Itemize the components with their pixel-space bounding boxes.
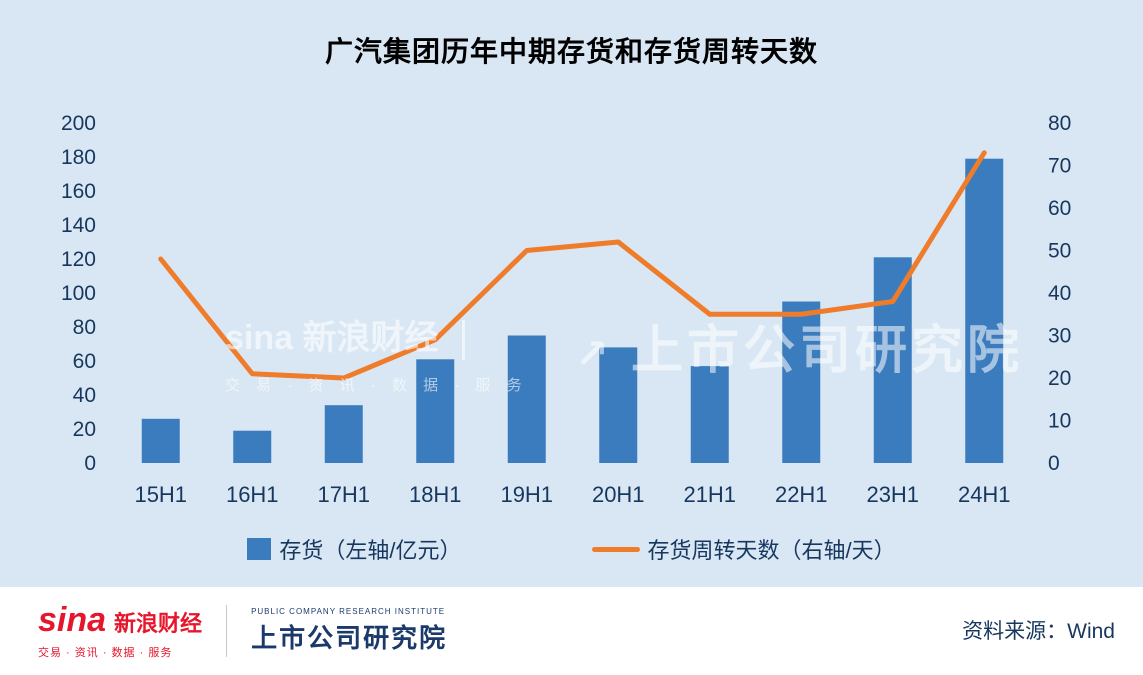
axis-tick-label: 80 <box>73 316 96 339</box>
legend-item-line: 存货周转天数（右轴/天） <box>591 533 896 565</box>
bar-23H1 <box>873 257 912 463</box>
axis-tick-label: 100 <box>61 282 96 305</box>
axis-tick-label: 0 <box>1048 452 1060 475</box>
bar-20H1 <box>599 347 638 463</box>
axis-tick-label: 40 <box>1048 282 1071 305</box>
axis-tick-label: 40 <box>73 384 96 407</box>
axis-tick-label: 50 <box>1048 240 1071 263</box>
axis-tick-label: 22H1 <box>775 482 828 507</box>
institute-subtitle: PUBLIC COMPANY RESEARCH INSTITUTE <box>251 607 446 616</box>
legend-bar-label: 存货（左轴/亿元） <box>279 538 462 563</box>
axis-tick-label: 120 <box>61 248 96 271</box>
axis-tick-label: 20 <box>73 418 96 441</box>
line-series <box>158 150 987 381</box>
bar-21H1 <box>690 366 729 463</box>
bar-24H1 <box>965 158 1004 463</box>
bar-swatch-icon <box>247 538 272 560</box>
sina-finance-label: 新浪财经 <box>114 610 203 636</box>
bar-16H1 <box>233 430 272 463</box>
axis-tick-label: 60 <box>73 350 96 373</box>
data-source: 资料来源：Wind <box>962 620 1115 643</box>
axis-tick-label: 21H1 <box>683 482 736 507</box>
institute-name: 上市公司研究院 <box>251 623 448 653</box>
axis-tick-label: 17H1 <box>317 482 370 507</box>
axis-tick-label: 0 <box>84 452 96 475</box>
combo-chart: 0 20 40 60 80 100 120 140 160 180 200 0 10 20 30 40 50 60… <box>61 112 1071 507</box>
axis-tick-label: 19H1 <box>500 482 553 507</box>
legend-item-bar: 存货（左轴/亿元） <box>247 533 462 565</box>
legend-line-label: 存货周转天数（右轴/天） <box>647 538 896 563</box>
institute-block: PUBLIC COMPANY RESEARCH INSTITUTE 上市公司研究… <box>251 607 447 655</box>
axis-tick-label: 20 <box>1048 367 1071 390</box>
sina-tagline: 交易 · 资讯 · 数据 · 服务 <box>38 646 173 659</box>
axis-tick-label: 70 <box>1048 155 1071 178</box>
axis-tick-label: 80 <box>1048 112 1071 135</box>
axis-tick-label: 16H1 <box>226 482 279 507</box>
axis-tick-label: 200 <box>61 112 96 135</box>
bar-17H1 <box>324 405 363 463</box>
axis-tick-label: 23H1 <box>866 482 919 507</box>
footer-divider <box>226 605 228 657</box>
axis-tick-label: 30 <box>1048 325 1071 348</box>
axis-tick-label: 10 <box>1048 410 1071 433</box>
sina-logo-block: sina 新浪财经 交易 · 资讯 · 数据 · 服务 <box>38 603 202 660</box>
footer: sina 新浪财经 交易 · 资讯 · 数据 · 服务 PUBLIC COMPA… <box>0 587 1143 675</box>
bar-18H1 <box>416 359 455 463</box>
axis-tick-label: 60 <box>1048 197 1071 220</box>
axis-tick-label: 180 <box>61 146 96 169</box>
axis-tick-label: 20H1 <box>592 482 645 507</box>
line-swatch-icon <box>591 546 640 552</box>
chart-title: 广汽集团历年中期存货和存货周转天数 <box>324 36 818 67</box>
bar-22H1 <box>782 301 821 463</box>
legend: 存货（左轴/亿元） 存货周转天数（右轴/天） <box>0 533 1143 565</box>
axis-tick-label: 160 <box>61 180 96 203</box>
axis-tick-label: 140 <box>61 214 96 237</box>
axis-tick-label: 18H1 <box>409 482 462 507</box>
bar-19H1 <box>507 335 546 463</box>
axis-tick-label: 15H1 <box>134 482 187 507</box>
axis-tick-label: 24H1 <box>958 482 1011 507</box>
bar-15H1 <box>141 418 180 463</box>
sina-logo: sina <box>38 600 107 639</box>
